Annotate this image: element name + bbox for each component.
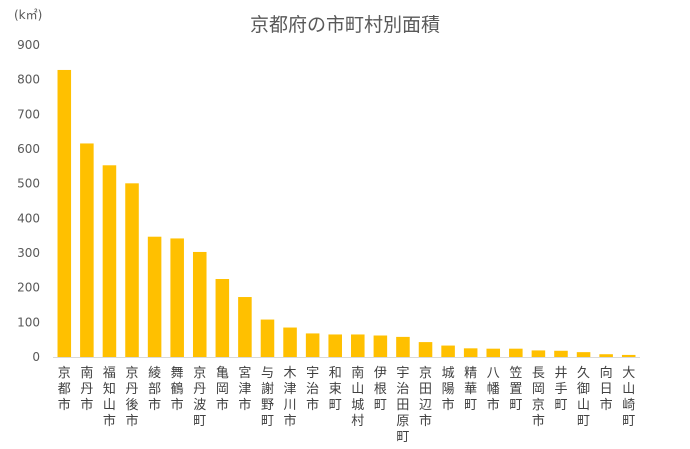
- bar: [621, 354, 636, 357]
- y-tick-label: 0: [32, 350, 40, 364]
- x-tick-label: 舞鶴市: [171, 366, 184, 413]
- x-tick-label: 綾部市: [148, 365, 161, 413]
- x-tick-label: 和束町: [329, 366, 342, 413]
- bar: [125, 183, 139, 357]
- x-tick-label: 宮津市: [238, 365, 251, 413]
- bar: [531, 350, 546, 357]
- bar: [328, 334, 342, 357]
- y-tick-label: 400: [17, 211, 40, 225]
- bar: [80, 143, 94, 357]
- bar: [509, 348, 523, 357]
- bars: [57, 69, 636, 358]
- bar: [441, 345, 455, 357]
- x-tick-label: 大山崎町: [622, 366, 635, 429]
- x-tick-label: 福知山市: [103, 366, 116, 429]
- x-tick-label: 与謝野町: [261, 366, 274, 429]
- x-tick-label: 南丹市: [80, 365, 93, 413]
- x-tick-label: 向日市: [600, 365, 613, 413]
- y-tick-label: 200: [17, 281, 40, 295]
- x-tick-label: 久御山町: [577, 366, 590, 429]
- bar: [554, 350, 568, 357]
- x-tick-label: 精華町: [464, 366, 477, 413]
- y-tick-label: 600: [17, 142, 40, 156]
- bar: [238, 297, 252, 357]
- x-tick-label: 宇治田原町: [396, 366, 409, 445]
- y-tick-label: 500: [17, 177, 40, 191]
- x-tick-label: 京丹波町: [193, 366, 206, 429]
- bar: [57, 69, 72, 358]
- bar: [373, 335, 388, 357]
- x-tick-label: 伊根町: [374, 366, 387, 413]
- x-tick-label: 木津川市: [284, 366, 297, 429]
- x-tick-label: 長岡京市: [532, 366, 545, 429]
- bar: [396, 336, 410, 357]
- y-axis-ticks: 0 100 200 300 400 500 600 700 800 900: [17, 38, 40, 364]
- bar: [463, 348, 478, 357]
- bar: [147, 236, 162, 357]
- x-tick-label: 京田辺市: [419, 366, 432, 429]
- x-tick-label: 宇治市: [306, 366, 319, 413]
- x-tick-label: 城陽市: [442, 366, 455, 413]
- bar: [192, 251, 207, 357]
- bar: [599, 354, 613, 357]
- bar: [170, 238, 184, 357]
- bar: [305, 333, 320, 357]
- y-tick-label: 800: [17, 73, 40, 87]
- y-axis-unit-label: (k㎡): [14, 8, 42, 22]
- x-tick-label: 笠置町: [509, 366, 522, 413]
- bar: [576, 352, 591, 357]
- bar: [102, 165, 117, 357]
- y-tick-label: 700: [17, 107, 40, 121]
- chart-title: 京都府の市町村別面積: [250, 14, 440, 36]
- y-tick-label: 100: [17, 315, 40, 329]
- x-tick-label: 京丹後市: [126, 366, 139, 429]
- bar: [260, 319, 275, 357]
- x-tick-label: 南山城村: [351, 365, 364, 429]
- bar: [418, 342, 433, 357]
- x-tick-label: 八幡市: [487, 366, 500, 413]
- y-tick-label: 900: [17, 38, 40, 52]
- bar: [486, 348, 501, 357]
- x-tick-label: 亀岡市: [216, 366, 229, 413]
- y-tick-label: 300: [17, 246, 40, 260]
- bar: [215, 279, 230, 357]
- bar: [283, 327, 297, 357]
- x-tick-label: 井手町: [554, 366, 567, 413]
- x-axis-ticks: 京都市南丹市福知山市京丹後市綾部市舞鶴市京丹波町亀岡市宮津市与謝野町木津川市宇治…: [58, 365, 635, 445]
- x-tick-label: 京都市: [58, 366, 71, 413]
- bar: [351, 334, 365, 357]
